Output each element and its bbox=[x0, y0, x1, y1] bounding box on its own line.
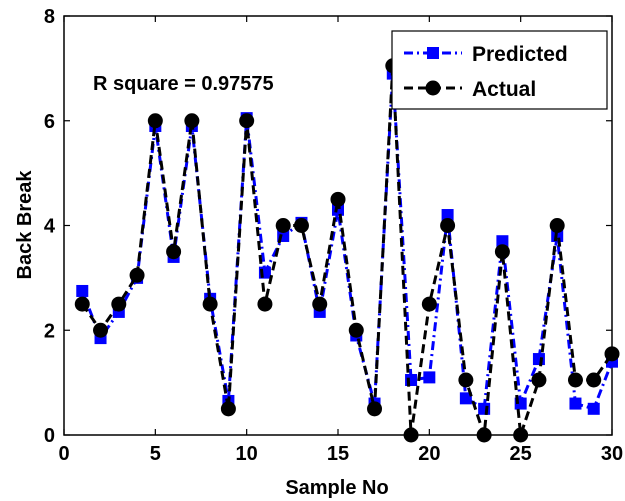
point-actual bbox=[220, 401, 236, 417]
point-predicted bbox=[478, 402, 491, 415]
point-predicted bbox=[587, 402, 600, 415]
point-actual bbox=[239, 113, 255, 129]
point-actual bbox=[111, 296, 127, 312]
point-actual bbox=[494, 244, 510, 260]
point-actual bbox=[293, 218, 309, 233]
point-actual bbox=[202, 296, 218, 312]
point-actual bbox=[257, 296, 273, 312]
point-actual bbox=[275, 218, 291, 233]
x-tick-label: 20 bbox=[418, 443, 440, 465]
point-predicted bbox=[496, 235, 509, 248]
x-tick-label: 15 bbox=[327, 443, 349, 465]
point-actual bbox=[312, 296, 328, 312]
point-actual bbox=[531, 372, 547, 388]
point-actual bbox=[567, 372, 583, 388]
x-tick-label: 25 bbox=[510, 443, 532, 465]
point-actual bbox=[348, 322, 364, 338]
point-actual bbox=[367, 401, 383, 417]
point-actual bbox=[74, 296, 90, 312]
point-actual bbox=[184, 113, 200, 129]
point-predicted bbox=[569, 397, 582, 410]
point-actual bbox=[129, 267, 145, 283]
point-actual bbox=[513, 427, 529, 443]
point-actual bbox=[586, 372, 602, 388]
y-tick-label: 0 bbox=[44, 425, 55, 447]
point-actual bbox=[476, 427, 492, 443]
point-actual bbox=[330, 191, 346, 207]
x-tick-label: 10 bbox=[236, 443, 258, 465]
point-actual bbox=[93, 322, 109, 338]
legend-label-predicted: Predicted bbox=[472, 43, 568, 66]
r-square-annotation: R square = 0.97575 bbox=[93, 73, 274, 95]
point-actual bbox=[440, 218, 456, 233]
x-tick-label: 30 bbox=[601, 443, 623, 465]
point-predicted bbox=[332, 203, 344, 216]
legend-marker-actual bbox=[425, 80, 441, 96]
legend-marker-predicted bbox=[427, 47, 439, 59]
y-tick-label: 6 bbox=[44, 111, 55, 133]
point-actual bbox=[458, 372, 474, 388]
point-predicted bbox=[423, 371, 436, 384]
point-predicted bbox=[441, 209, 454, 222]
y-tick-label: 4 bbox=[44, 216, 56, 238]
point-predicted bbox=[459, 392, 472, 405]
legend-label-actual: Actual bbox=[472, 78, 536, 101]
y-tick-label: 2 bbox=[44, 320, 55, 342]
point-actual bbox=[403, 427, 419, 443]
point-actual bbox=[166, 244, 182, 260]
point-actual bbox=[147, 113, 163, 129]
y-axis-label: Back Break bbox=[14, 170, 36, 280]
x-tick-label: 0 bbox=[58, 443, 69, 465]
y-tick-label: 8 bbox=[44, 6, 55, 28]
x-tick-label: 5 bbox=[150, 443, 161, 465]
point-actual bbox=[604, 346, 620, 362]
point-predicted bbox=[76, 284, 89, 297]
point-actual bbox=[549, 218, 565, 233]
point-predicted bbox=[532, 353, 545, 366]
point-actual bbox=[421, 296, 437, 312]
series-line-actual bbox=[81, 64, 614, 437]
legend-box bbox=[391, 30, 608, 110]
x-axis-label: Sample No bbox=[285, 477, 388, 499]
